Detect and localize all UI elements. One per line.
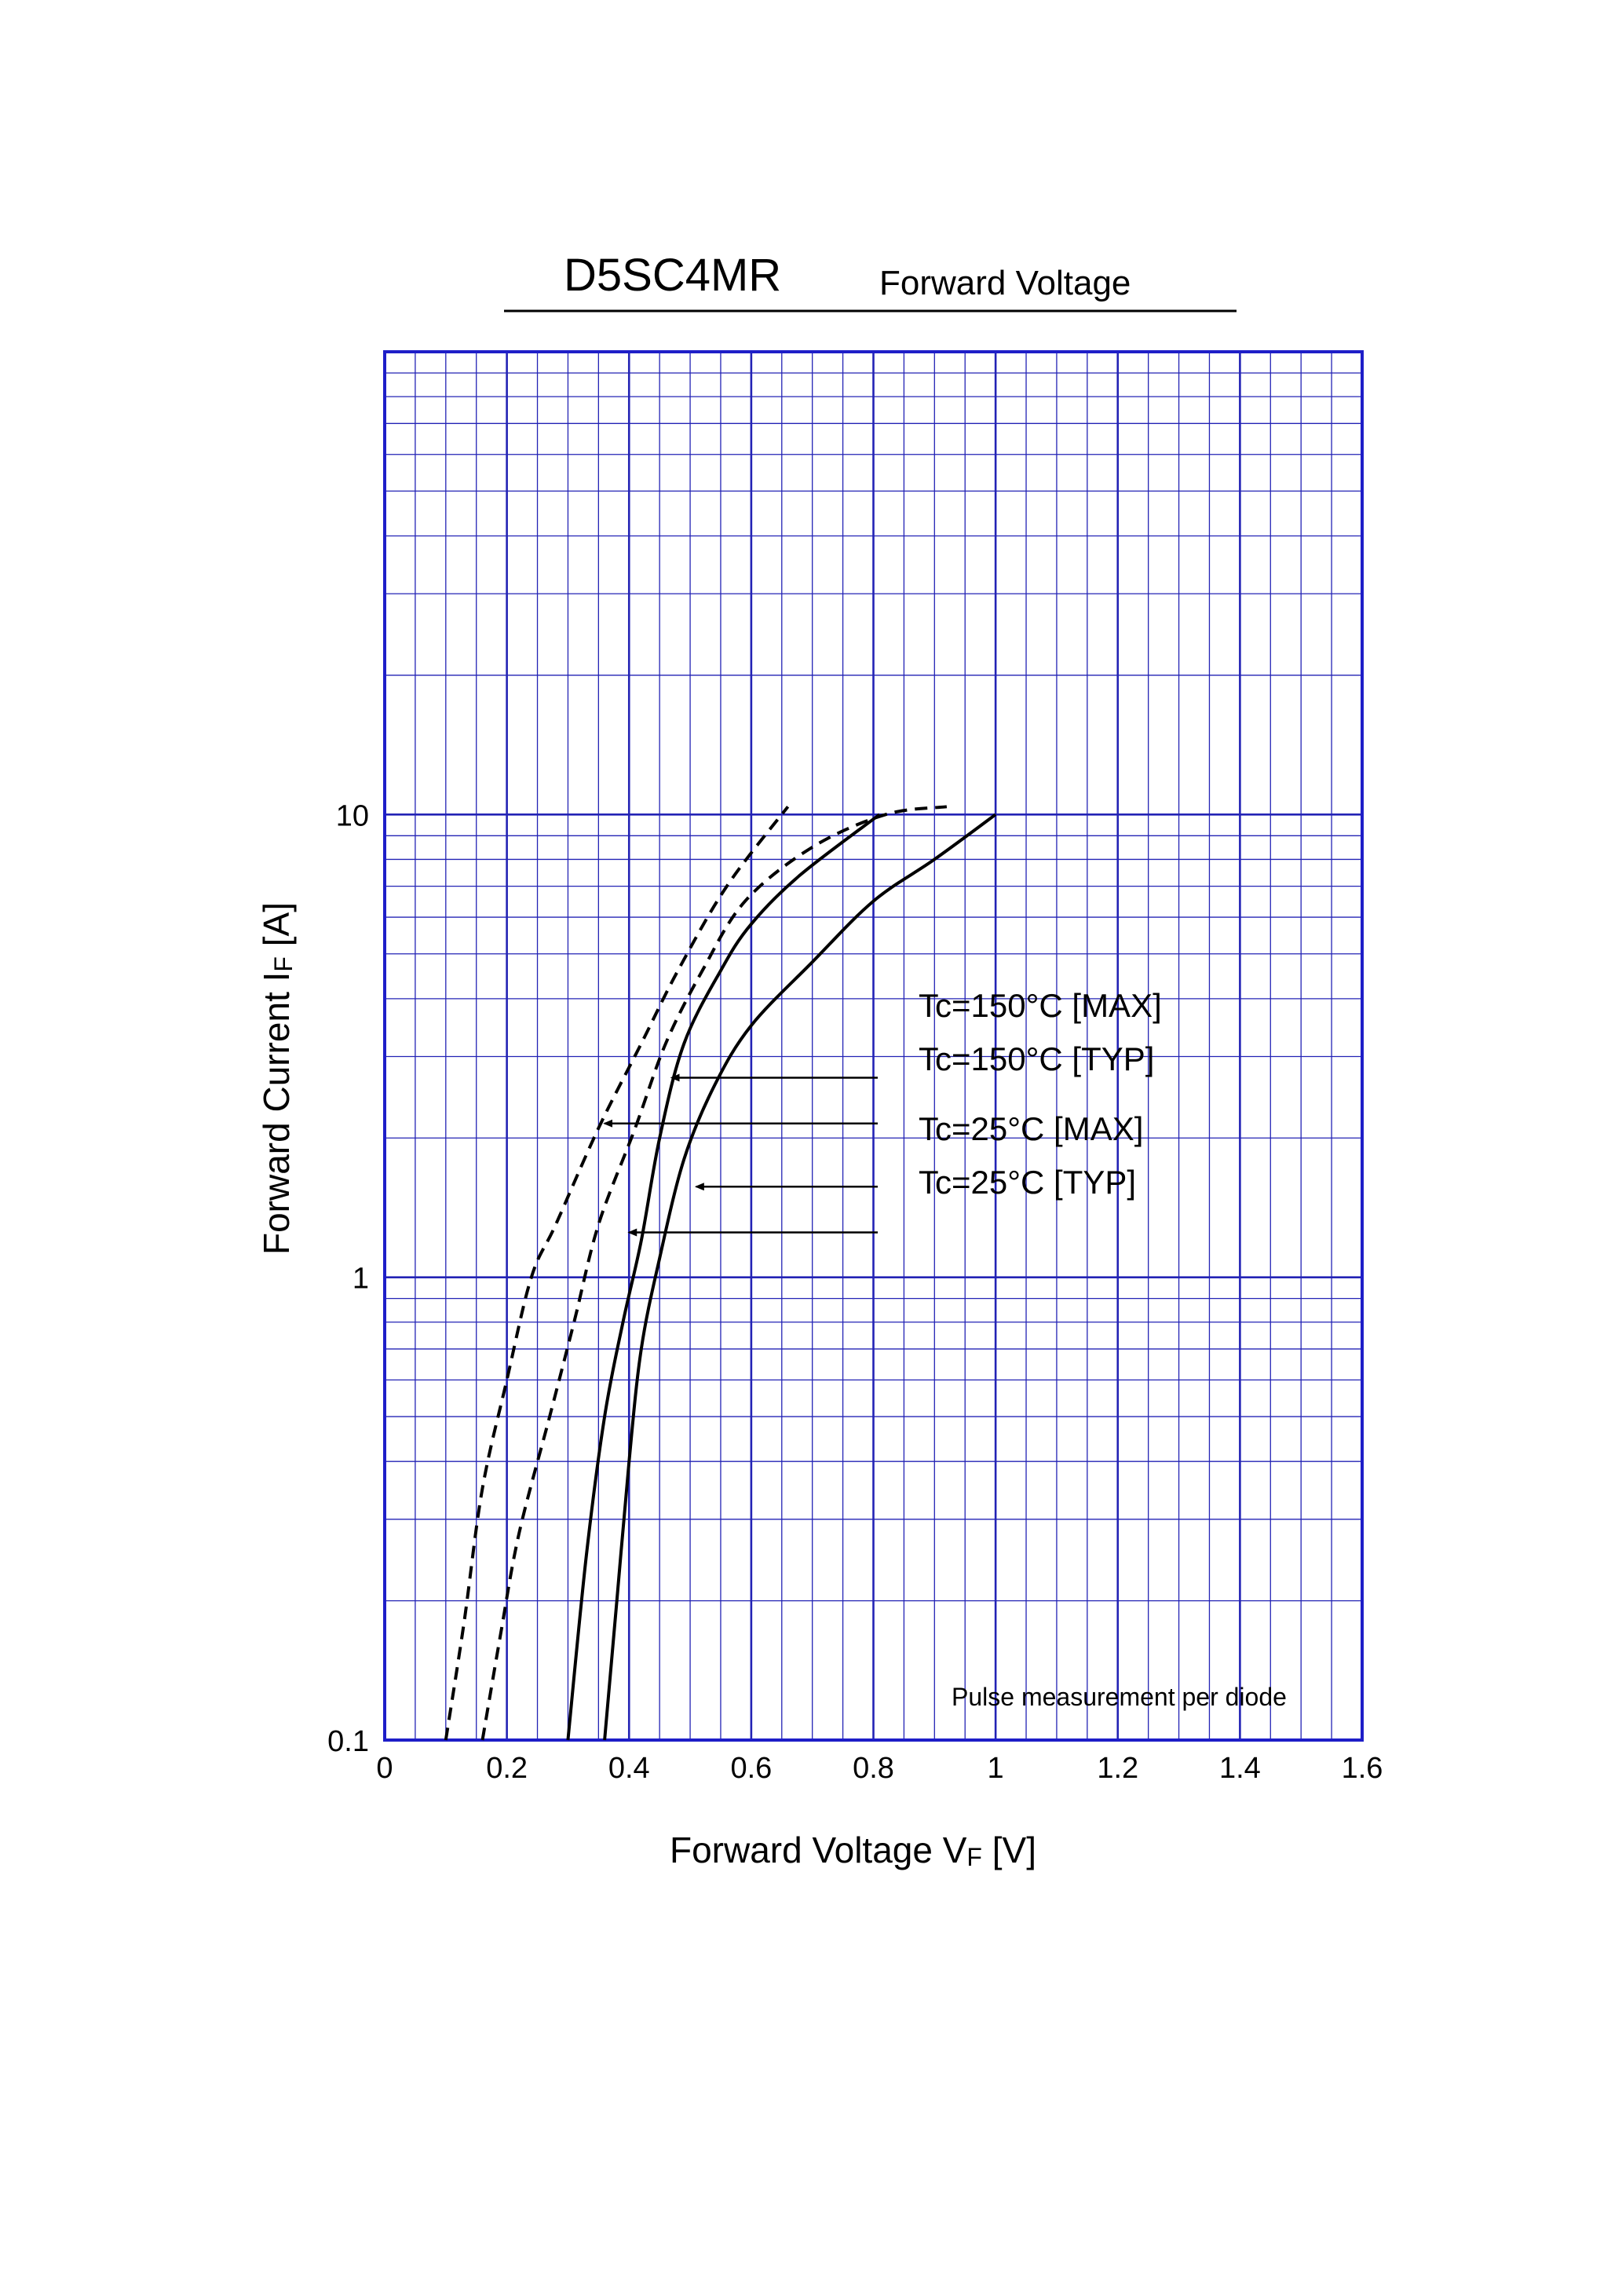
callout-label: Tc=150°C [TYP] [919,1040,1154,1077]
y-axis-label-sub: F [269,956,298,972]
series-line-1 [480,805,948,1741]
x-tick-labels: 0 0.2 0.4 0.6 0.8 1 1.2 1.4 1.6 [376,1752,1383,1785]
grid-minor [385,352,1362,1740]
x-tick-label: 0 [376,1752,393,1785]
x-tick-label: 1.2 [1097,1752,1138,1785]
series-layer [444,805,997,1741]
callout-label: Tc=150°C [MAX] [919,987,1162,1024]
y-axis-label-main: Forward Current I [256,972,297,1255]
x-tick-label: 1.4 [1219,1752,1261,1785]
x-tick-label: 0.8 [853,1752,894,1785]
x-axis-label: Forward Voltage VF [V] [670,1830,1036,1871]
y-tick-labels: 0.1 1 10 [327,799,369,1758]
x-tick-label: 0.6 [730,1752,772,1785]
series-line-3 [603,813,997,1741]
y-axis-label: Forward Current IF [A] [256,902,298,1255]
callout-label: Tc=25°C [TYP] [919,1164,1136,1201]
chart-title: Forward Voltage [879,264,1131,302]
x-tick-label: 1.6 [1342,1752,1383,1785]
y-tick-label: 1 [353,1263,369,1296]
x-axis-label-unit: [V] [982,1830,1036,1870]
x-axis-label-main: Forward Voltage V [670,1830,967,1870]
part-number: D5SC4MR [564,250,781,301]
grid-major [385,352,1362,1740]
x-tick-label: 0.4 [608,1752,650,1785]
y-tick-label: 10 [336,799,369,832]
callout-layer: Tc=150°C [MAX] Tc=150°C [TYP] Tc=25°C [MAX… [603,987,1162,1237]
series-line-2 [444,806,790,1741]
x-tick-label: 0.2 [486,1752,528,1785]
x-tick-label: 1 [988,1752,1004,1785]
plot-frame [383,350,1364,1742]
series-line-4 [566,813,881,1741]
y-tick-label: 0.1 [327,1725,369,1758]
x-axis-label-sub: F [966,1843,982,1871]
y-axis-label-unit: [A] [256,902,297,956]
note-text: Pulse measurement per diode [952,1683,1287,1711]
callout-label: Tc=25°C [MAX] [919,1110,1143,1147]
